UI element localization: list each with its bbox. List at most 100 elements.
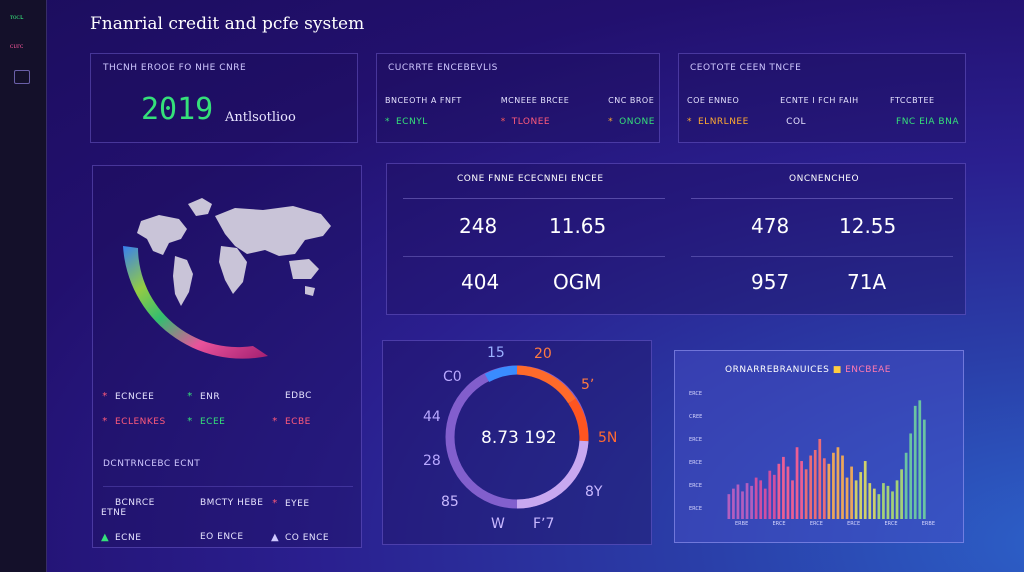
donut-label: 44 bbox=[423, 409, 441, 425]
legend-item: * ECLENKES bbox=[101, 416, 181, 427]
divider bbox=[691, 198, 953, 199]
metric-head: COE ENNEO bbox=[687, 96, 740, 105]
legend-text: ECNE bbox=[115, 533, 142, 543]
x-tick-label: ERBE bbox=[921, 521, 935, 527]
metric-value-text: ELNRLNEE bbox=[698, 117, 749, 127]
divider bbox=[103, 486, 353, 487]
sidebar-item-2-label: ᴄᴜᴦᴄ bbox=[10, 42, 24, 50]
stat-value: 11.65 bbox=[549, 214, 607, 238]
stats-right-label: ONCNENCHEO bbox=[789, 174, 860, 184]
donut-label: C0 bbox=[443, 369, 462, 385]
donut-label: Fʼ7 bbox=[533, 516, 555, 532]
folder-icon[interactable] bbox=[14, 70, 30, 84]
y-tick-label: ERCE bbox=[689, 437, 703, 443]
sidebar-item-1[interactable]: ᴛᴏᴄʟ bbox=[10, 13, 24, 21]
divider bbox=[403, 198, 665, 199]
bar bbox=[813, 450, 817, 519]
legend-icon: * bbox=[102, 416, 108, 427]
legend-item: * EYEE bbox=[271, 498, 351, 518]
metric-value-text: FNC EIA BNA bbox=[896, 117, 959, 127]
bar bbox=[741, 491, 744, 519]
page-title: Fnanrial credit and pcfe system bbox=[90, 14, 365, 34]
world-footer-label: DCNTRNCEBC ECNT bbox=[103, 459, 201, 469]
bar bbox=[895, 480, 899, 519]
bar bbox=[763, 488, 767, 519]
stats-left-label: CONE FNNE ECECNNEI ENCEE bbox=[457, 174, 604, 184]
sidebar: ᴛᴏᴄʟ ᴄᴜᴦᴄ bbox=[0, 0, 47, 572]
bar bbox=[822, 458, 826, 519]
bar bbox=[900, 469, 903, 519]
legend-label: ENCBEAE bbox=[845, 365, 891, 375]
metric-head: CNC BROE bbox=[608, 96, 655, 105]
legend-item: ▲ ECNE bbox=[101, 532, 181, 543]
bar bbox=[818, 438, 822, 519]
y-tick-label: ERCE bbox=[689, 460, 703, 466]
donut-center-value: 8.73 192 bbox=[481, 428, 557, 448]
legend-icon: ▲ bbox=[101, 532, 110, 543]
bar bbox=[754, 477, 758, 519]
donut-seg-lavender bbox=[516, 440, 589, 509]
donut-seg-red bbox=[568, 398, 589, 442]
stat-value: 248 bbox=[459, 214, 498, 238]
stat-value: OGM bbox=[553, 270, 602, 294]
legend-icon: * bbox=[272, 416, 278, 427]
year-panel-label: THCNH EROOE FO NHE CNRE bbox=[103, 63, 247, 73]
metric-value: * ONONE bbox=[608, 117, 655, 127]
metric-column: BNCEOTH A FNFT * ECNYL bbox=[385, 96, 462, 127]
legend-text: EYEE bbox=[285, 499, 310, 509]
status-icon: * bbox=[687, 117, 692, 127]
legend-item: * ENR bbox=[186, 391, 266, 402]
bar bbox=[800, 461, 803, 519]
bar bbox=[872, 488, 876, 519]
bar bbox=[836, 447, 840, 519]
bar bbox=[868, 483, 872, 519]
bar bbox=[904, 452, 908, 519]
bar bbox=[804, 469, 808, 519]
chart-title: ORNARREBRANUICES ■ ENCBEAE bbox=[725, 365, 891, 375]
metrics-panel-b: CEOTOTE CEEN TNCFE COE ENNEO * ELNRLNEE ECN… bbox=[678, 53, 966, 143]
legend-text: BMCTY HEBE bbox=[200, 498, 264, 508]
metric-head: FTCCBTEE bbox=[890, 96, 935, 105]
metrics-panel-a: CUCRRTE ENCEBEVLIS BNCEOTH A FNFT * ECNYL M… bbox=[376, 53, 660, 143]
bar-chart-panel: ORNARREBRANUICES ■ ENCBEAE ERCE CREE ERCE E… bbox=[674, 350, 964, 543]
donut-seg-orange bbox=[516, 365, 576, 404]
metric-value: * ELNRLNEE bbox=[687, 117, 749, 127]
legend-text: EDBC bbox=[285, 391, 312, 401]
stat-value: 71A bbox=[847, 270, 887, 294]
legend-icon: * bbox=[187, 391, 193, 402]
bar bbox=[922, 419, 926, 519]
bar bbox=[727, 494, 731, 519]
bar bbox=[795, 447, 799, 519]
metric-head: MCNEEE BRCEE bbox=[500, 96, 570, 105]
legend-icon: * bbox=[102, 391, 108, 402]
year-value: 2019 bbox=[141, 92, 214, 127]
stat-value: 478 bbox=[751, 214, 790, 238]
sidebar-item-2[interactable]: ᴄᴜᴦᴄ bbox=[10, 42, 23, 50]
metric-value-text: ECNYL bbox=[396, 117, 428, 127]
donut-label: 28 bbox=[423, 453, 441, 469]
donut-label: 8Y bbox=[585, 484, 603, 500]
metric-column: FTCCBTEE FNC EIA BNA bbox=[890, 96, 959, 127]
donut-panel: 8.73 192 15 20 C0 5ʼ 44 5N 28 8Y 85 W Fʼ… bbox=[382, 340, 652, 545]
metric-value-text: ONONE bbox=[619, 117, 655, 127]
donut-label: W bbox=[491, 516, 505, 532]
x-tick-label: ERCE bbox=[884, 521, 898, 527]
bar bbox=[882, 483, 885, 519]
y-tick-label: CREE bbox=[689, 414, 703, 420]
arc-gauge bbox=[123, 246, 268, 359]
bar bbox=[854, 480, 858, 519]
bar bbox=[886, 485, 890, 519]
sidebar-item-1-label: ᴛᴏᴄʟ bbox=[10, 13, 25, 21]
bar bbox=[827, 463, 831, 519]
legend-text: BCNRCE ETNE bbox=[101, 498, 155, 518]
chart-title-text: ORNARREBRANUICES bbox=[725, 365, 830, 375]
metric-column: ECNTE I FCH FAIH COL bbox=[780, 96, 858, 127]
x-tick-label: ERCE bbox=[847, 521, 861, 527]
donut-label: 5ʼ bbox=[581, 377, 595, 393]
bar-chart bbox=[727, 400, 926, 519]
bar bbox=[732, 488, 735, 519]
metric-value: FNC EIA BNA bbox=[890, 117, 959, 127]
legend-item: EO ENCE bbox=[186, 532, 266, 543]
year-subtitle: Antlsotlioo bbox=[225, 110, 296, 125]
year-panel: THCNH EROOE FO NHE CNRE 2019 Antlsotlioo bbox=[90, 53, 358, 143]
